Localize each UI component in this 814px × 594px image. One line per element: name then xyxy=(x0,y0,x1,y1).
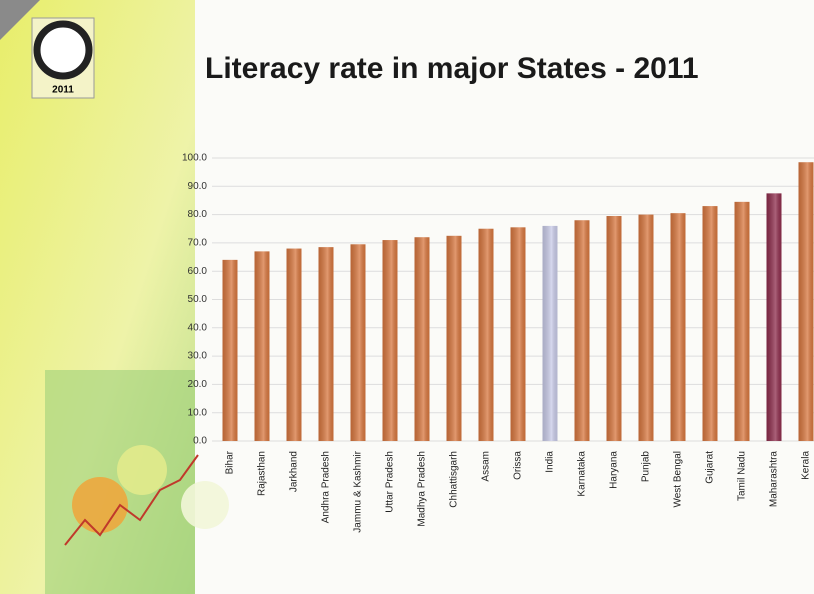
bar-shade xyxy=(798,162,814,441)
bar-shade xyxy=(574,220,590,441)
bar-shade xyxy=(702,206,718,441)
bar-shade xyxy=(382,240,398,441)
y-tick-label: 70.0 xyxy=(188,238,208,249)
y-tick-label: 30.0 xyxy=(188,351,208,362)
y-tick-label: 10.0 xyxy=(188,407,208,418)
y-tick-label: 50.0 xyxy=(188,294,208,305)
bar-shade xyxy=(606,216,622,441)
x-tick-label: Jarkhand xyxy=(289,451,300,492)
x-tick-label: Maharashtra xyxy=(769,451,780,508)
x-tick-label: Uttar Pradesh xyxy=(385,451,396,513)
x-tick-label: Assam xyxy=(481,451,492,482)
x-tick-label: Bihar xyxy=(225,450,236,474)
y-tick-label: 20.0 xyxy=(188,379,208,390)
x-tick-label: West Bengal xyxy=(673,451,684,508)
chart-title: Literacy rate in major States - 2011 xyxy=(205,52,699,85)
x-tick-label: Andhra Pradesh xyxy=(321,451,332,523)
bar-shade xyxy=(318,247,334,441)
bar-shade xyxy=(638,214,654,441)
bar-shade xyxy=(222,259,238,441)
side-block xyxy=(45,370,195,594)
bar-shade xyxy=(446,235,462,441)
bar-shade xyxy=(414,237,430,441)
bar-shade xyxy=(734,201,750,441)
x-tick-label: Chhattisgarh xyxy=(449,451,460,508)
decor-line xyxy=(64,454,199,546)
x-tick-label: Orissa xyxy=(513,451,524,480)
y-tick-label: 60.0 xyxy=(188,266,208,277)
y-tick-label: 80.0 xyxy=(188,209,208,220)
decor xyxy=(117,445,167,495)
x-tick-label: Karnataka xyxy=(577,451,588,497)
y-tick-label: 40.0 xyxy=(188,322,208,333)
x-tick-label: India xyxy=(545,451,556,473)
bar-shade xyxy=(510,227,526,441)
y-tick-label: 100.0 xyxy=(182,153,207,164)
x-tick-label: Gujarat xyxy=(705,451,716,484)
y-tick-label: 0.0 xyxy=(193,436,207,447)
x-tick-label: Punjab xyxy=(641,451,652,483)
corner xyxy=(0,0,40,40)
bar-shade xyxy=(542,225,558,441)
bar-shade xyxy=(766,193,782,441)
bar-shade xyxy=(286,248,302,441)
y-tick-label: 90.0 xyxy=(188,181,208,192)
decor xyxy=(72,477,128,533)
x-tick-label: Tamil Nadu xyxy=(737,451,748,501)
bar-shade xyxy=(670,213,686,441)
x-tick-label: Jammu & Kashmir xyxy=(353,450,364,532)
decor xyxy=(181,481,229,529)
x-tick-label: Haryana xyxy=(609,451,620,489)
x-tick-label: Kerala xyxy=(801,451,812,480)
logo-year: 2011 xyxy=(52,85,74,96)
bar-shade xyxy=(254,251,270,441)
logo xyxy=(33,20,93,80)
x-tick-label: Madhya Pradesh xyxy=(417,451,428,527)
bar-shade xyxy=(350,244,366,441)
bar-shade xyxy=(478,228,494,441)
x-tick-label: Rajasthan xyxy=(257,451,268,496)
